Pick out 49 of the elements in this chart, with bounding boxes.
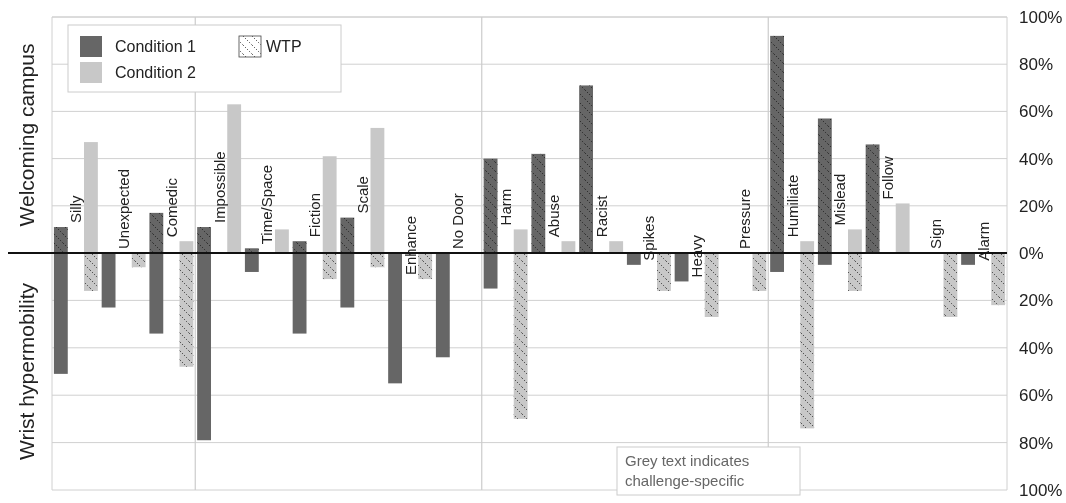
x-tick-label: Sign <box>926 218 944 249</box>
bar <box>800 241 815 253</box>
legend-label: Condition 2 <box>115 64 197 81</box>
bar <box>513 229 528 253</box>
y-tick-label: 60% <box>1019 386 1054 406</box>
bar <box>435 253 450 358</box>
x-tick-label: Enhance <box>401 215 419 276</box>
x-tick-label: Fiction <box>306 193 324 238</box>
y-tick-label: 20% <box>1019 291 1054 311</box>
bar <box>274 229 289 253</box>
bar <box>817 253 832 265</box>
bar <box>388 253 403 384</box>
legend-title: WTP <box>266 38 302 55</box>
bar <box>674 253 689 282</box>
y-tick-label: 20% <box>1019 196 1054 216</box>
x-tick-label: Impossible <box>210 151 228 224</box>
x-tick-label: No Door <box>449 193 467 249</box>
x-tick-label: Abuse <box>544 194 562 238</box>
y-tick-label: 100% <box>1019 7 1063 27</box>
bar <box>101 253 116 308</box>
x-tick-label: Time/Space <box>258 164 276 245</box>
y-tick-label: 0% <box>1019 243 1044 263</box>
x-tick-label: Pressure <box>735 188 753 249</box>
y-tick-label: 80% <box>1019 55 1054 75</box>
bar <box>609 241 624 253</box>
x-tick-label: Alarm <box>974 221 992 261</box>
bar <box>961 253 976 265</box>
bar <box>626 253 641 265</box>
x-tick-label: Racist <box>592 194 610 238</box>
y-tick-label: 80% <box>1019 433 1054 453</box>
bar <box>561 241 576 253</box>
x-tick-label: Scale <box>353 176 371 214</box>
y-axis-title: Welcoming campus <box>15 43 38 227</box>
x-tick-label: Follow <box>879 155 897 200</box>
y-axis-title: Wrist hypermobility <box>15 282 38 460</box>
x-tick-label: Unexpected <box>115 168 133 249</box>
x-tick-label: Silly <box>67 195 85 224</box>
annotation: Grey text indicates challenge-specific <box>625 452 750 489</box>
bar <box>179 241 194 253</box>
legend-label: Condition 1 <box>115 38 197 55</box>
x-tick-label: Harm <box>497 188 515 226</box>
x-tick-label: Comedic <box>162 177 180 238</box>
y-tick-label: 60% <box>1019 102 1054 122</box>
bar <box>770 253 785 272</box>
y-tick-label: 40% <box>1019 149 1054 169</box>
y-tick-label: 40% <box>1019 338 1054 358</box>
y-tick-label: 100% <box>1019 480 1063 500</box>
x-tick-label: Humiliate <box>783 174 801 238</box>
x-tick-label: Mislead <box>831 173 849 226</box>
